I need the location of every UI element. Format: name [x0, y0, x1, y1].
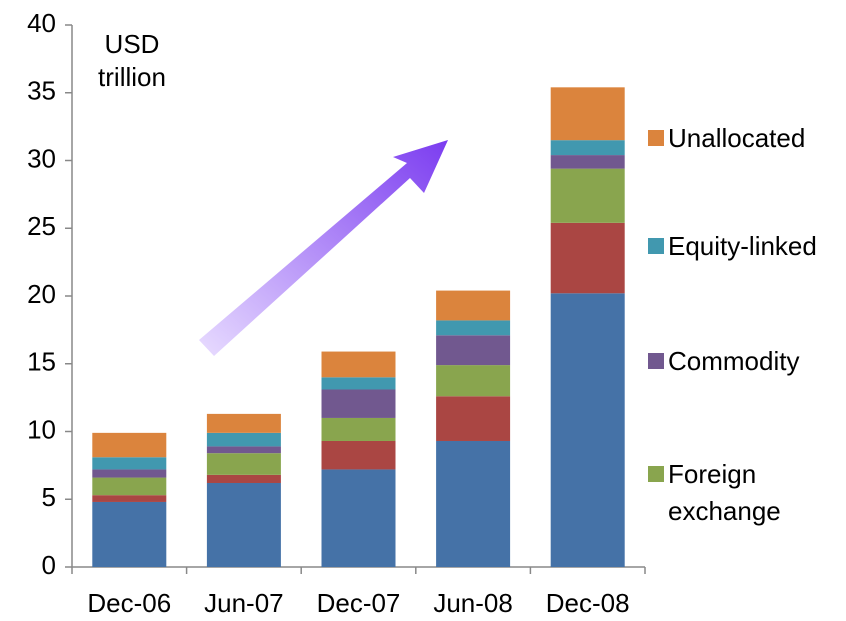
bar-segment — [550, 140, 625, 156]
bar-segment — [321, 469, 396, 567]
bar-segment — [92, 495, 167, 502]
bar-segment — [436, 290, 511, 321]
bar-segment — [550, 222, 625, 294]
legend-swatch — [648, 466, 664, 482]
bar-segment — [206, 482, 281, 567]
y-tick-label: 10 — [27, 414, 56, 444]
bar-segment — [321, 417, 396, 441]
bar-segment — [206, 453, 281, 475]
bar-segment — [550, 87, 625, 141]
y-tick-label: 5 — [42, 482, 56, 512]
legend-swatch — [648, 130, 664, 146]
legend-label: Foreign exchange — [668, 459, 781, 526]
x-tick-label: Dec-07 — [317, 588, 401, 618]
bar-segment — [436, 365, 511, 397]
bar-segment — [321, 351, 396, 378]
bar-segment — [92, 432, 167, 458]
bar-segment — [321, 377, 396, 390]
y-tick-label: 15 — [27, 347, 56, 377]
legend-label: Equity-linked — [668, 231, 817, 261]
bar-segment — [92, 469, 167, 478]
bar-segment — [436, 335, 511, 366]
y-tick-label: 20 — [27, 279, 56, 309]
bar-segment — [550, 293, 625, 567]
bar-segment — [550, 155, 625, 169]
y-tick-label: 0 — [42, 550, 56, 580]
y-axis-label: USD trillion — [98, 29, 166, 92]
bar-segment — [550, 168, 625, 223]
bar-segment — [92, 501, 167, 567]
bar-segment — [206, 413, 281, 433]
legend-swatch — [648, 353, 664, 369]
legend-swatch — [648, 238, 664, 254]
legend-label: Unallocated — [668, 123, 806, 153]
bar-segment — [321, 389, 396, 418]
x-tick-label: Jun-07 — [204, 588, 284, 618]
x-tick-label: Jun-08 — [433, 588, 513, 618]
bar-segment — [92, 457, 167, 470]
legend-label: Commodity — [668, 346, 800, 376]
trend-arrow — [199, 140, 448, 356]
y-tick-label: 35 — [27, 76, 56, 106]
bar-segment — [436, 396, 511, 441]
bar-segment — [92, 477, 167, 496]
y-tick-label: 30 — [27, 143, 56, 173]
x-tick-label: Dec-08 — [546, 588, 630, 618]
bar-segment — [206, 432, 281, 447]
bar-segment — [436, 320, 511, 336]
bar-segment — [206, 474, 281, 483]
bar-segment — [436, 440, 511, 567]
bar-segment — [206, 446, 281, 454]
bar-segment — [321, 440, 396, 470]
y-tick-label: 40 — [27, 8, 56, 38]
y-tick-label: 25 — [27, 211, 56, 241]
x-tick-label: Dec-06 — [87, 588, 171, 618]
